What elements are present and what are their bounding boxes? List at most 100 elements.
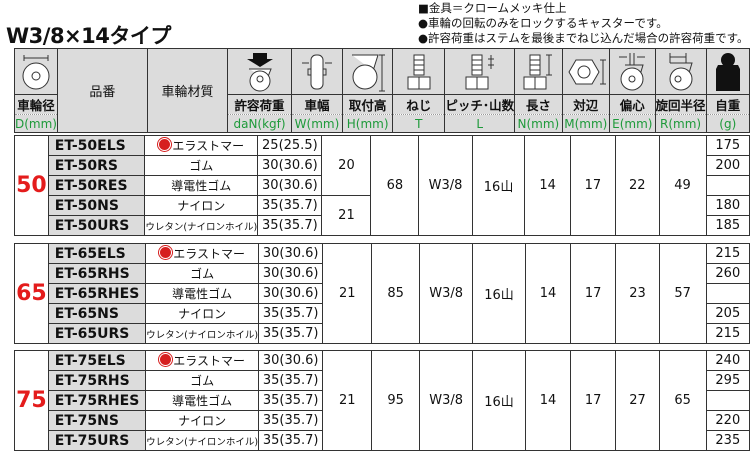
wheel-material: ゴム xyxy=(145,263,260,284)
weight xyxy=(705,175,750,196)
spec-table-header: 品番 車輪材質 車輪径 許容荷重 車幅 取付高 ねじ ピッチ･山数 長さ 対辺 偏心 旋回半径 自重 D(… xyxy=(14,48,750,133)
length: 14 xyxy=(524,243,572,344)
across: 17 xyxy=(569,135,617,236)
allowable-load: 35(35.7) xyxy=(258,370,324,391)
pitch: 16山 xyxy=(471,135,526,236)
table-row: 50 ET-50ELS エラストマー 25(25.5) 20 68 W3/8 16山 14 17 2… xyxy=(14,135,750,236)
recommended-badge-icon xyxy=(159,353,173,366)
material-text: ゴム xyxy=(190,267,215,281)
material-text: ウレタン(ナイロンホイル) xyxy=(146,436,259,448)
table-row: ET-65RHS ゴム 30(30.6) 260 xyxy=(15,263,750,284)
part-number: ET-75RHES xyxy=(47,390,147,411)
material-text: ゴム xyxy=(190,374,215,388)
wheel-material: 導電性ゴム xyxy=(144,175,259,196)
wheel-material: エラストマー xyxy=(144,135,259,156)
note: ●許容荷重はステムを最後までねじ込んだ場合の許容荷重です。 xyxy=(418,31,749,45)
part-number: ET-65RHES xyxy=(47,283,147,304)
note: ■金具＝クロームメッキ仕上 xyxy=(418,1,567,15)
header-unit: N(mm) xyxy=(514,114,563,133)
height: 85 xyxy=(371,243,421,344)
allowable-load: 35(35.7) xyxy=(258,303,324,324)
material-text: ナイロン xyxy=(178,307,227,321)
header-label: ピッチ･山数 xyxy=(444,94,516,115)
header-unit: (g) xyxy=(705,114,750,133)
header-label: 許容荷重 xyxy=(227,94,292,115)
material-text: 導電性ゴム xyxy=(172,287,233,301)
wheel-material: ゴム xyxy=(144,155,259,176)
load-arrow-caster-icon xyxy=(227,48,292,95)
material-text: エラストマー xyxy=(173,354,246,368)
header-label: 対辺 xyxy=(561,94,611,115)
material-text: ゴム xyxy=(189,159,214,173)
header-2: 車輪材質 xyxy=(146,48,229,133)
wheel-material: ナイロン xyxy=(145,303,260,324)
wheel-diameter-icon xyxy=(14,48,58,95)
pitch: 16山 xyxy=(472,243,526,344)
header-unit: D(mm) xyxy=(14,114,58,133)
allowable-load: 30(30.6) xyxy=(257,175,323,196)
table-row: 65 ET-65ELS エラストマー 30(30.6) 21 85 W3/8 16山 14 17 2… xyxy=(14,243,750,344)
allowable-load: 30(30.6) xyxy=(258,283,324,304)
part-number: ET-50ELS xyxy=(47,135,146,156)
weight: 175 xyxy=(705,135,750,156)
wheel-material: ウレタン(ナイロンホイル) xyxy=(145,323,260,344)
wheel-diameter: 50 xyxy=(14,135,49,236)
table-row: ET-50RS ゴム 30(30.6) 200 xyxy=(15,155,750,176)
thread: W3/8 xyxy=(419,243,474,344)
weight: 215 xyxy=(705,323,750,344)
table-row: ET-75RHS ゴム 35(35.7) 295 xyxy=(15,370,750,391)
weight: 295 xyxy=(705,370,750,391)
weight: 220 xyxy=(705,410,750,431)
table-row: ET-65RHES 導電性ゴム 30(30.6) xyxy=(15,283,750,304)
page-title: W3/8×14タイプ xyxy=(6,24,171,48)
header-unit: daN(kgf) xyxy=(227,114,292,133)
wheel-diameter: 65 xyxy=(14,243,49,344)
weight: 185 xyxy=(705,215,750,236)
radius: 65 xyxy=(658,350,707,451)
note: ●車輪の回転のみをロックするキャスターです。 xyxy=(418,16,668,30)
bolt-icon xyxy=(392,48,446,95)
weight xyxy=(705,390,750,411)
header-label: 車幅 xyxy=(290,94,344,115)
weight: 235 xyxy=(705,430,750,451)
header-label: 偏心 xyxy=(609,94,656,115)
wheel-material: ウレタン(ナイロンホイル) xyxy=(144,215,259,236)
weight: 215 xyxy=(705,243,750,264)
allowable-load: 30(30.6) xyxy=(258,263,324,284)
table-row: ET-65NS ナイロン 35(35.7) 205 xyxy=(15,303,750,324)
material-text: 導電性ゴム xyxy=(171,179,232,193)
part-number: ET-75ELS xyxy=(47,350,147,371)
notes: ■金具＝クロームメッキ仕上 ●車輪の回転のみをロックするキャスターです。 ●許容… xyxy=(418,1,749,46)
thread: W3/8 xyxy=(418,135,473,236)
mounting-height-icon xyxy=(342,48,394,95)
size-group-75: 75 ET-75ELS エラストマー 30(30.6) 21 95 W3/8 16山 14 17 2… xyxy=(14,350,750,451)
weight: 240 xyxy=(705,350,750,371)
bolt-length-icon xyxy=(514,48,563,95)
allowable-load: 35(35.7) xyxy=(258,410,324,431)
pitch: 16山 xyxy=(472,350,526,451)
table-row: ET-50URS ウレタン(ナイロンホイル) 35(35.7) 185 xyxy=(15,215,750,236)
allowable-load: 35(35.7) xyxy=(258,323,324,344)
allowable-load: 30(30.6) xyxy=(258,243,324,264)
recommended-badge-icon xyxy=(158,138,172,151)
header-label: 車輪径 xyxy=(14,94,58,115)
weight: 205 xyxy=(705,303,750,324)
header-unit: H(mm) xyxy=(342,114,394,133)
header-unit: L xyxy=(444,114,516,133)
header-unit: R(mm) xyxy=(654,114,707,133)
radius: 49 xyxy=(658,135,707,236)
wheel-material: エラストマー xyxy=(145,243,260,264)
part-number: ET-50RES xyxy=(47,175,146,196)
wheel-material: ゴム xyxy=(145,370,260,391)
weight: 260 xyxy=(705,263,750,284)
wheel-material: ナイロン xyxy=(145,410,260,431)
part-number: ET-65URS xyxy=(47,323,147,344)
allowable-load: 35(35.7) xyxy=(257,195,323,216)
part-number: ET-50NS xyxy=(47,195,146,216)
header-label: 自重 xyxy=(705,94,750,115)
material-text: ウレタン(ナイロンホイル) xyxy=(146,329,259,341)
table-row: ET-65URS ウレタン(ナイロンホイル) 35(35.7) 215 xyxy=(15,323,750,344)
wheel-material: エラストマー xyxy=(145,350,260,371)
thread-pitch-icon xyxy=(444,48,516,95)
weight-icon xyxy=(705,48,750,95)
